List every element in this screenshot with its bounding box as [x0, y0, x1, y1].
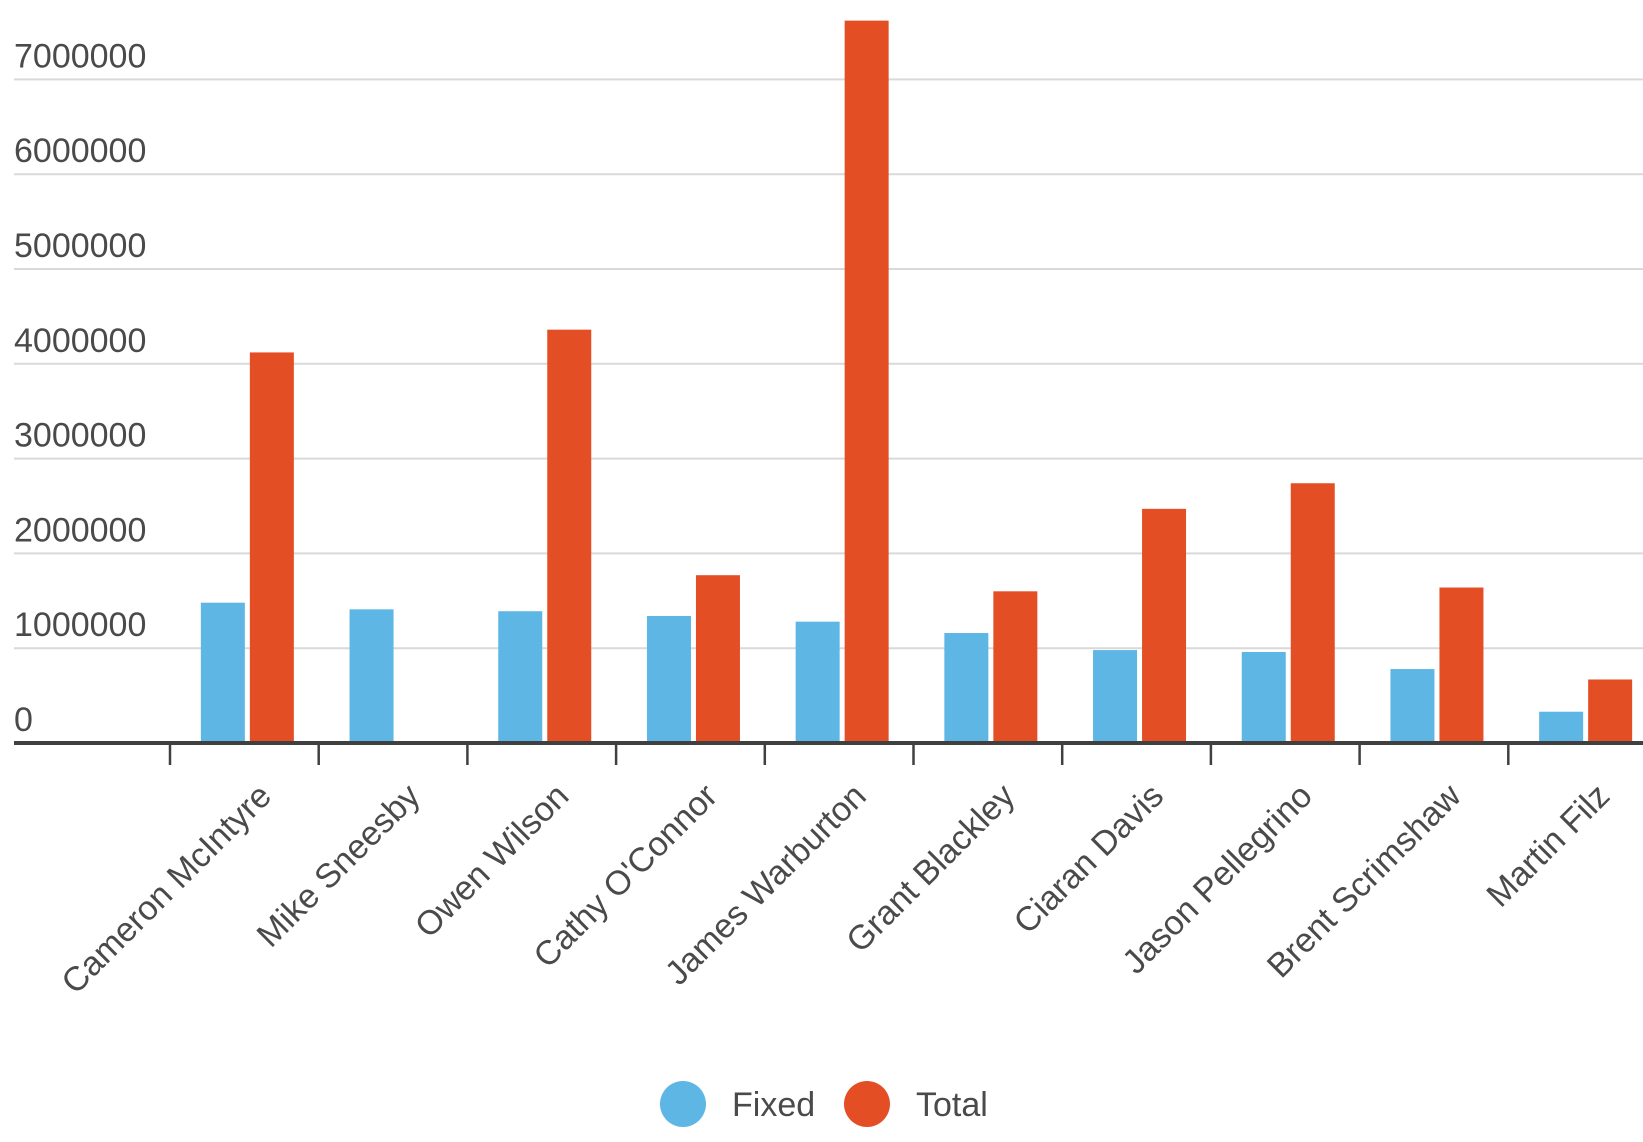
- bar-total-4: [844, 20, 889, 741]
- bar-fixed-8: [1390, 669, 1435, 741]
- y-tick-label: 4000000: [14, 322, 146, 360]
- y-tick-label: 7000000: [14, 37, 146, 75]
- bars: [200, 20, 1633, 741]
- bar-fixed-9: [1539, 711, 1584, 741]
- legend-swatch-fixed: [660, 1081, 706, 1127]
- bar-total-5: [993, 591, 1038, 741]
- bar-fixed-4: [795, 621, 840, 741]
- bar-total-8: [1439, 587, 1484, 741]
- bar-total-2: [547, 329, 592, 741]
- y-tick-label: 3000000: [14, 417, 146, 455]
- bar-total-9: [1588, 679, 1633, 741]
- legend-label-fixed: Fixed: [732, 1086, 815, 1124]
- bar-fixed-0: [200, 602, 245, 741]
- legend: Fixed Total: [660, 1081, 988, 1127]
- bar-fixed-7: [1241, 651, 1286, 741]
- bar-fixed-2: [498, 611, 543, 741]
- bar-fixed-6: [1093, 650, 1138, 741]
- x-tick-label: Cameron McIntyre: [54, 777, 279, 1002]
- y-tick-label: 2000000: [14, 511, 146, 549]
- legend-swatch-total: [844, 1081, 890, 1127]
- x-axis: [14, 741, 1643, 765]
- bar-fixed-1: [349, 609, 394, 741]
- bar-total-6: [1142, 508, 1187, 741]
- legend-label-total: Total: [916, 1086, 988, 1124]
- x-tick-label: Martin Filz: [1479, 777, 1617, 915]
- bar-fixed-5: [944, 633, 989, 741]
- y-axis-tick-labels: 0 1000000 2000000 3000000 4000000 5000000 6000…: [14, 37, 146, 739]
- y-tick-label: 0: [14, 701, 33, 739]
- bar-total-3: [695, 575, 740, 741]
- y-tick-label: 5000000: [14, 227, 146, 265]
- y-tick-label: 1000000: [14, 606, 146, 644]
- bar-total-7: [1290, 483, 1335, 741]
- bar-fixed-3: [646, 615, 691, 741]
- x-tick-label: Owen Wilson: [408, 777, 576, 945]
- x-tick-label: Ciaran Davis: [1007, 777, 1171, 941]
- bar-total-0: [249, 352, 294, 741]
- y-tick-label: 6000000: [14, 132, 146, 170]
